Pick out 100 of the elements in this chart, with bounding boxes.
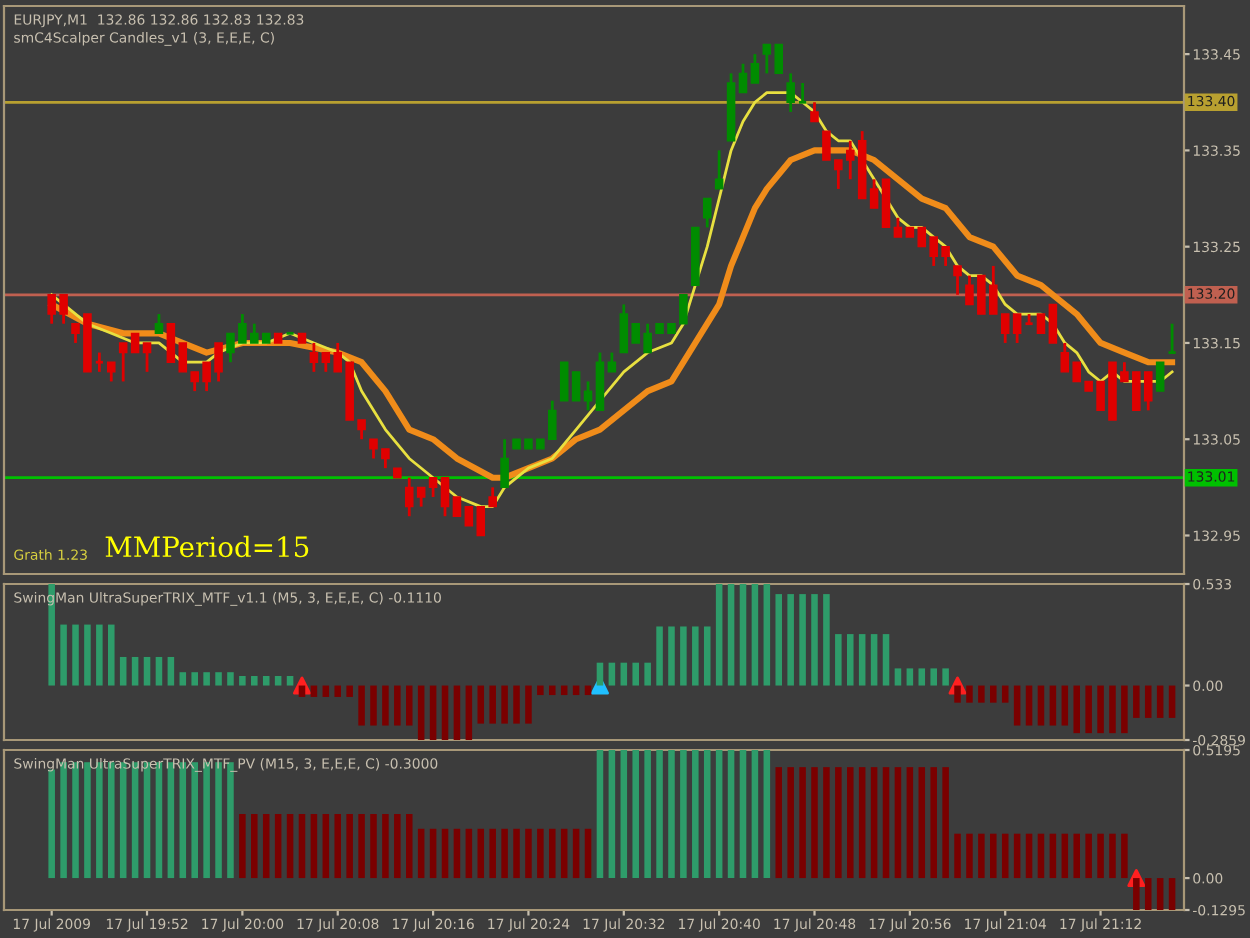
bar (835, 634, 842, 686)
bar (930, 668, 937, 686)
bar (882, 767, 890, 879)
bar (1133, 685, 1140, 718)
bar (1073, 833, 1081, 879)
bar (715, 750, 723, 879)
bar (346, 685, 353, 697)
bar (131, 656, 139, 686)
bar (274, 676, 282, 686)
bar (608, 750, 616, 879)
bar (846, 634, 854, 686)
bar (846, 767, 854, 879)
bar (1001, 685, 1009, 703)
bar (251, 813, 258, 879)
bar (394, 813, 401, 879)
bar (1049, 685, 1057, 726)
bar (1061, 833, 1069, 879)
annotation: MMPeriod=15 (105, 535, 309, 558)
bar (298, 813, 306, 879)
bar (572, 828, 580, 879)
bar (858, 634, 866, 686)
candlestick (869, 177, 879, 210)
bar (525, 685, 532, 724)
candlestick (607, 351, 617, 374)
candlestick (953, 264, 962, 297)
bar (251, 676, 258, 686)
candlestick (559, 361, 569, 402)
bar (286, 813, 294, 879)
bar (942, 767, 949, 879)
candlestick (142, 341, 152, 374)
bar (1037, 833, 1045, 879)
bar (775, 767, 783, 879)
bar (477, 685, 485, 724)
bar (429, 685, 437, 740)
bar (358, 685, 365, 726)
bar (489, 685, 496, 724)
bar (227, 672, 234, 686)
bar (501, 828, 508, 879)
bar (513, 685, 520, 724)
bar (382, 813, 389, 879)
candlestick (810, 100, 819, 123)
bar (692, 626, 699, 686)
bar (179, 672, 187, 686)
bar (1097, 833, 1104, 879)
candlestick (786, 72, 795, 114)
candlestick (583, 380, 593, 412)
bar (537, 828, 544, 879)
bar (632, 750, 639, 879)
bar (930, 767, 937, 879)
bar (501, 685, 508, 724)
bar (727, 584, 735, 686)
bar (143, 656, 151, 686)
candlestick (893, 216, 903, 239)
bar (584, 828, 592, 879)
bar (334, 685, 342, 697)
bar (858, 767, 866, 879)
candlestick (1036, 313, 1046, 335)
bar (310, 813, 318, 879)
bar (727, 750, 735, 879)
bar (417, 685, 425, 740)
bar (620, 662, 628, 686)
bar (1013, 685, 1021, 726)
bar (882, 634, 890, 686)
bar (763, 750, 771, 879)
bar (405, 813, 413, 879)
bar (739, 584, 747, 686)
bar (668, 626, 675, 686)
bar (1109, 833, 1116, 879)
candlestick (452, 496, 462, 517)
bar (596, 662, 604, 686)
bar (894, 767, 902, 879)
bar (405, 685, 413, 726)
bar (1085, 833, 1092, 879)
bar (990, 833, 997, 879)
bar (870, 767, 878, 879)
candlestick (166, 322, 176, 363)
candlestick (154, 312, 164, 335)
bar (811, 594, 818, 686)
bar (215, 672, 222, 686)
bar (668, 750, 675, 879)
bar (167, 656, 175, 686)
candlestick (94, 351, 105, 374)
bar (620, 750, 628, 879)
bar (1168, 685, 1176, 718)
candlestick (440, 476, 450, 518)
bar (990, 685, 997, 703)
bar (1073, 685, 1081, 734)
bar (370, 813, 377, 879)
candlestick (714, 149, 724, 191)
bar (441, 685, 449, 740)
bar (465, 828, 473, 879)
bar (107, 624, 115, 686)
bar (191, 672, 198, 686)
bar (918, 668, 926, 686)
bar (703, 750, 711, 879)
candlestick (309, 341, 319, 374)
bar (906, 767, 914, 879)
bar (632, 662, 639, 686)
bar (1168, 878, 1176, 910)
bar (60, 624, 67, 686)
